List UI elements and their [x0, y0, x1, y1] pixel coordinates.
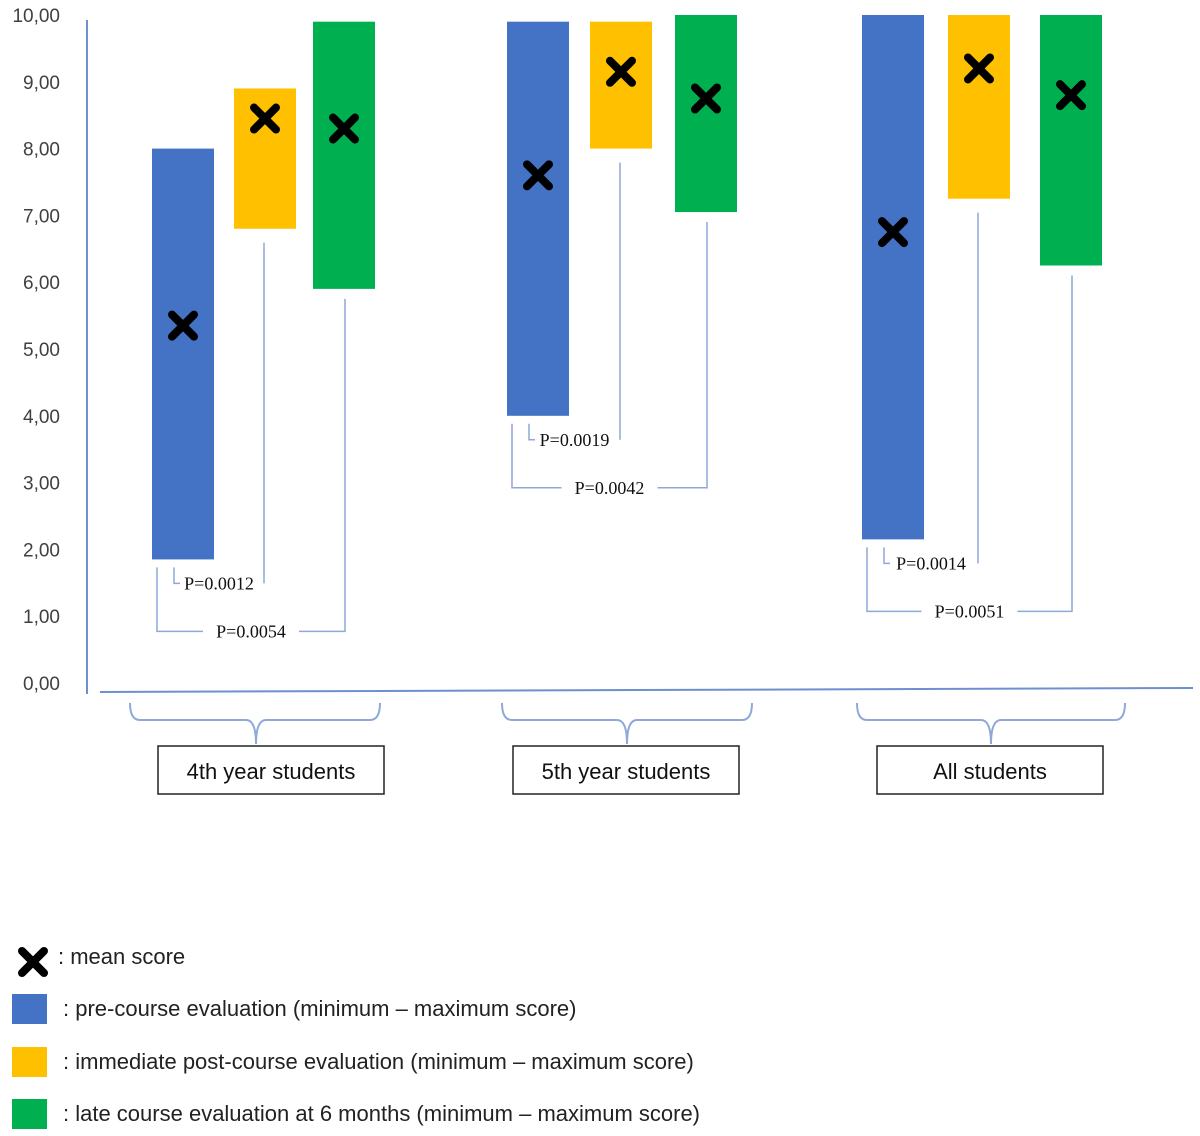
range-bar-pre	[152, 148, 214, 560]
category-label-box	[512, 745, 740, 795]
category-label-box	[157, 745, 385, 795]
legend-swatch-late	[12, 1099, 47, 1129]
y-tick-label: 1,00	[23, 607, 60, 628]
y-tick-label: 10,00	[12, 6, 60, 27]
legend-label: : pre-course evaluation (minimum – maxim…	[63, 996, 577, 1021]
category-label: All students	[933, 759, 1047, 784]
p-value-label: P=0.0014	[896, 553, 966, 573]
mean-marker	[168, 310, 198, 341]
mean-marker	[964, 53, 994, 84]
mean-marker	[250, 103, 280, 134]
p-bracket-long	[511, 423, 562, 489]
legend-swatch-post	[12, 1047, 47, 1077]
p-bracket-short	[883, 547, 890, 565]
p-bracket-short	[528, 423, 535, 441]
y-tick-label: 9,00	[23, 73, 60, 94]
y-tick-label: 3,00	[23, 474, 60, 495]
p-bracket-short	[173, 567, 180, 585]
y-tick-label: 6,00	[23, 273, 60, 294]
category-label: 4th year students	[187, 759, 356, 784]
y-tick-label: 4,00	[23, 407, 60, 428]
y-tick-label: 7,00	[23, 206, 60, 227]
group-brace	[129, 702, 381, 745]
mean-marker	[878, 217, 908, 248]
mean-marker	[606, 56, 636, 87]
y-tick-label: 2,00	[23, 540, 60, 561]
group-brace	[501, 702, 753, 745]
range-bar-post	[590, 21, 652, 149]
range-bar-late	[1040, 15, 1102, 266]
p-bracket-long	[657, 222, 708, 489]
p-value-label: P=0.0019	[540, 430, 610, 450]
y-tick-label: 5,00	[23, 340, 60, 361]
p-value-label: P=0.0054	[216, 621, 286, 641]
mean-marker	[691, 83, 721, 114]
y-tick-label: 8,00	[23, 140, 60, 161]
category-label: 5th year students	[542, 759, 711, 784]
p-value-label: P=0.0051	[935, 601, 1005, 621]
y-tick-label: 0,00	[23, 674, 60, 695]
x-axis-line	[99, 687, 1194, 693]
range-bar-late	[313, 21, 375, 289]
legend-mean-icon	[18, 947, 48, 977]
p-bracket-long	[1017, 275, 1073, 613]
legend-label: : late course evaluation at 6 months (mi…	[63, 1101, 700, 1126]
legend-label: : immediate post-course evaluation (mini…	[63, 1049, 694, 1074]
mean-marker	[329, 113, 359, 144]
group-brace	[856, 702, 1126, 745]
category-label-box	[876, 745, 1104, 795]
p-bracket-long	[156, 567, 203, 633]
range-bar-post	[948, 15, 1010, 199]
range-bar-pre	[507, 21, 569, 416]
range-bar-post	[234, 88, 296, 229]
p-bracket-long	[299, 298, 346, 633]
range-bar-late	[675, 15, 737, 213]
legend-swatch-pre	[12, 994, 47, 1024]
range-bar-pre	[862, 15, 924, 540]
mean-marker	[523, 160, 553, 191]
p-value-label: P=0.0012	[184, 573, 254, 593]
p-bracket-long	[866, 547, 922, 613]
legend-label: : mean score	[58, 944, 185, 969]
mean-marker	[1056, 80, 1086, 111]
p-value-label: P=0.0042	[575, 478, 645, 498]
